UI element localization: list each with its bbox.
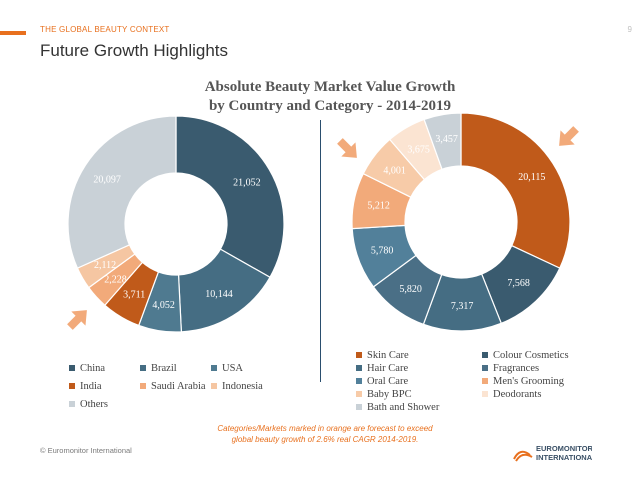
legend-label: Men's Grooming	[493, 376, 565, 387]
legend-swatch	[356, 351, 362, 358]
legend-swatch	[140, 364, 146, 371]
donut2-label-men-s-grooming: 5,212	[367, 200, 390, 211]
legend-label: Deodorants	[493, 389, 542, 400]
legend-item-men-s-grooming: Men's Grooming	[482, 376, 564, 387]
legend-item-india: India	[69, 381, 102, 392]
donut1-label-india: 3,711	[123, 290, 145, 301]
logo-line2: INTERNATIONAL	[536, 453, 592, 462]
legend-swatch	[211, 382, 217, 389]
legend-swatch	[482, 351, 488, 358]
legend-label: Baby BPC	[367, 389, 412, 400]
donut2-label-skin-care: 20,115	[518, 172, 545, 183]
donut2-label-bath-and-shower: 3,457	[435, 134, 458, 145]
legend-swatch	[140, 382, 146, 389]
donut2-slice-bath-and-shower	[423, 112, 462, 171]
legend-swatch	[482, 377, 488, 384]
legend-label: Indonesia	[222, 381, 263, 392]
legend-item-others: Others	[69, 399, 108, 410]
donut1-label-brazil: 10,144	[205, 289, 233, 300]
donut1-slice-others	[67, 115, 177, 269]
legend-item-indonesia: Indonesia	[211, 381, 263, 392]
legend-swatch	[356, 377, 362, 384]
legend-swatch	[356, 403, 362, 410]
section-label: THE GLOBAL BEAUTY CONTEXT	[40, 25, 170, 34]
legend-label: Colour Cosmetics	[493, 350, 569, 361]
legend-swatch	[69, 364, 75, 371]
donut2-label-deodorants: 3,675	[407, 144, 430, 155]
legend-label: Fragrances	[493, 363, 540, 374]
logo-line1: EUROMONITOR	[536, 444, 592, 453]
legend-swatch	[356, 364, 362, 371]
donut1-label-others: 20,097	[93, 174, 121, 185]
legend-swatch	[482, 390, 488, 397]
legend-swatch	[211, 364, 217, 371]
legend-label: China	[80, 363, 106, 374]
chart-title-line1: Absolute Beauty Market Value Growth	[204, 79, 456, 95]
donut1-label-usa: 4,052	[152, 300, 175, 311]
donut1-label-indonesia: 2,112	[94, 260, 116, 271]
legend-item-hair-care: Hair Care	[356, 363, 408, 374]
legend-item-usa: USA	[211, 363, 243, 374]
legend-item-deodorants: Deodorants	[482, 389, 541, 400]
legend-item-skin-care: Skin Care	[356, 350, 409, 361]
legend-swatch	[482, 364, 488, 371]
donut2-label-hair-care: 7,317	[451, 301, 474, 312]
footnote-line1: Categories/Markets marked in orange are …	[217, 424, 433, 433]
legend-swatch	[69, 382, 75, 389]
donut2-slice-skin-care	[460, 112, 571, 269]
highlight-arrow-icon	[67, 310, 87, 330]
legend-label: Oral Care	[367, 376, 409, 387]
highlight-arrow-icon	[559, 126, 579, 146]
donut1-slice-china	[175, 115, 285, 279]
legend-item-colour-cosmetics: Colour Cosmetics	[482, 350, 569, 361]
legend-swatch	[69, 400, 75, 407]
donut2-label-fragrances: 5,820	[399, 284, 422, 295]
page-number: 9	[627, 25, 632, 34]
legend-label: Saudi Arabia	[151, 381, 206, 392]
footnote-line2: global beauty growth of 2.6% real CAGR 2…	[231, 435, 419, 444]
legend-item-baby-bpc: Baby BPC	[356, 389, 412, 400]
legend-item-brazil: Brazil	[140, 363, 177, 374]
donut2-label-colour-cosmetics: 7,568	[507, 278, 530, 289]
donut1-label-china: 21,052	[233, 178, 261, 189]
copyright: © Euromonitor International	[40, 446, 132, 455]
legend-item-bath-and-shower: Bath and Shower	[356, 402, 439, 413]
legend-label: Hair Care	[367, 363, 409, 374]
legend-item-china: China	[69, 363, 105, 374]
legend-label: Bath and Shower	[367, 402, 440, 413]
donut1-label-saudi-arabia: 2,228	[104, 274, 127, 285]
legend-label: USA	[222, 363, 244, 374]
legend-item-oral-care: Oral Care	[356, 376, 408, 387]
page-title: Future Growth Highlights	[40, 41, 229, 60]
euromonitor-logo: EUROMONITOR INTERNATIONAL	[513, 444, 592, 462]
accent-bar	[0, 31, 26, 35]
legend-label: Others	[80, 399, 108, 410]
legend-label: Skin Care	[367, 350, 409, 361]
legend-swatch	[356, 390, 362, 397]
donut2-label-baby-bpc: 4,001	[383, 166, 406, 177]
legend-item-saudi-arabia: Saudi Arabia	[140, 381, 206, 392]
chart-title-line2: by Country and Category - 2014-2019	[208, 98, 452, 114]
legend-item-fragrances: Fragrances	[482, 363, 539, 374]
donut2-label-oral-care: 5,780	[371, 246, 394, 257]
highlight-arrow-icon	[337, 138, 357, 158]
legend-label: India	[80, 381, 102, 392]
chart-divider	[320, 120, 321, 382]
legend-label: Brazil	[151, 363, 177, 374]
